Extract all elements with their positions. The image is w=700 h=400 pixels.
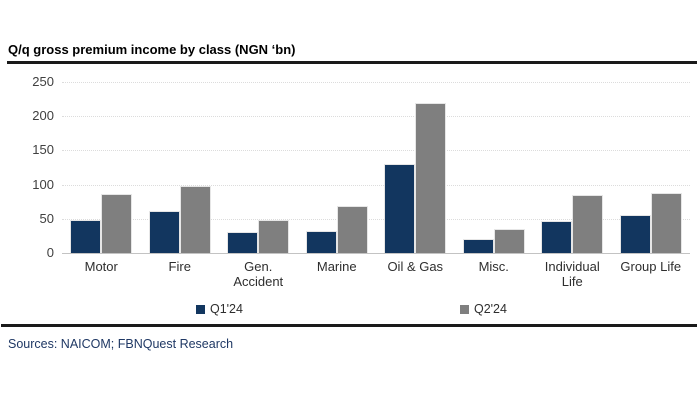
legend-item-q1-24: Q1'24 [196,302,243,316]
x-label-misc: Misc. [478,259,509,274]
bar-q1-24-group-life [619,215,651,253]
bar-series-container [62,82,690,253]
legend-swatch-q1-24 [196,304,205,314]
bar-group-gen-accident [219,82,298,253]
bar-group-motor [62,82,141,253]
bar-q1-24-marine [305,231,337,253]
bar-q2-24-gen-accident [258,220,290,253]
chart-title: Q/q gross premium income by class (NGN ‘… [8,42,296,57]
legend-swatch-q2-24 [460,304,469,314]
x-label-gen-accident: Gen. Accident [233,259,284,289]
y-tick-label-50: 50 [39,210,54,226]
bar-q2-24-misc [493,229,525,253]
gridline-150 [62,150,690,152]
gridline-250 [62,82,690,83]
y-tick-label-0: 0 [46,245,54,260]
bar-group-group-life [612,82,691,253]
bar-q2-24-motor [101,194,133,253]
bar-q2-24-individual-life [572,194,604,253]
x-label-oil-gas: Oil & Gas [387,259,444,274]
title-divider [7,61,697,64]
bar-q2-24-oil-gas [415,103,447,253]
bar-q1-24-individual-life [541,220,573,253]
bar-group-oil-gas [376,82,455,253]
x-label-group-life: Group Life [620,259,682,274]
bar-q2-24-fire [179,185,211,253]
source-note: Sources: NAICOM; FBNQuest Research [8,337,234,351]
y-tick-label-100: 100 [32,176,54,192]
legend-label-q1-24: Q1'24 [210,302,243,316]
y-tick-label-200: 200 [32,108,54,124]
bar-q1-24-fire [148,211,180,253]
bar-group-individual-life [533,82,612,253]
gridline-100 [62,184,690,186]
legend-item-q2-24: Q2'24 [460,302,507,316]
x-label-motor: Motor [84,259,118,274]
gridline-200 [62,116,690,118]
bottom-divider [1,324,697,327]
bar-group-misc [455,82,534,253]
y-tick-label-150: 150 [32,142,54,158]
bar-q2-24-marine [336,205,368,253]
x-axis-labels: Motor Fire Gen. Accident Marine Oil & Gas Mis… [62,259,690,289]
bar-q1-24-misc [462,239,494,253]
bar-group-marine [298,82,377,253]
legend-label-q2-24: Q2'24 [474,302,507,316]
bar-q1-24-gen-accident [227,231,259,253]
x-label-individual-life: Individual Life [544,259,600,289]
x-axis-line [62,253,690,254]
legend: Q1'24 Q2'24 [0,302,700,320]
x-label-marine: Marine [316,259,357,274]
bar-q1-24-motor [70,220,102,253]
bar-group-fire [141,82,220,253]
bar-q2-24-group-life [650,192,682,253]
y-tick-label-250: 250 [32,74,54,89]
x-label-fire: Fire [168,259,191,274]
gridline-50 [62,218,690,220]
y-axis: 0 50 100 150 200 250 [0,74,54,260]
plot-area [62,82,690,254]
bar-q1-24-oil-gas [384,164,416,253]
